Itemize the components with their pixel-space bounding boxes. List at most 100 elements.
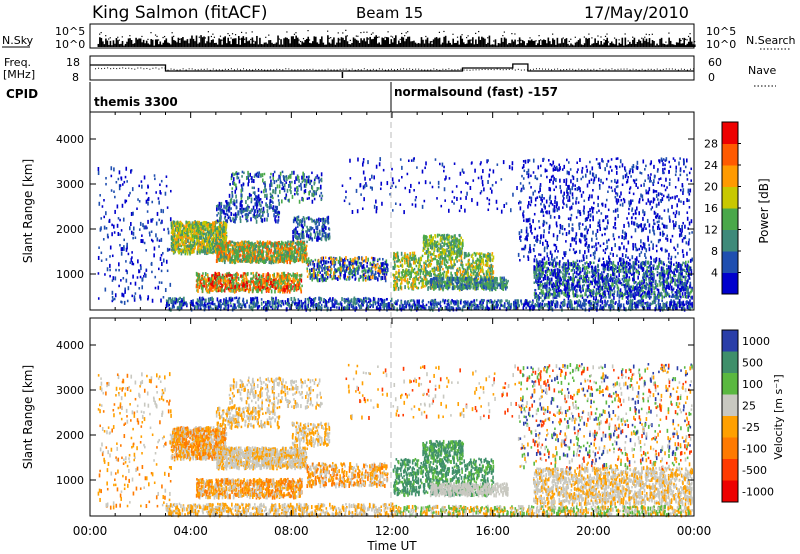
- nsky-bar: [190, 39, 192, 47]
- nsky-bar: [273, 44, 275, 47]
- power-echo: [246, 281, 248, 284]
- nave-dot: [648, 69, 649, 70]
- nave-dot: [596, 70, 597, 71]
- nsky-bar: [193, 39, 195, 47]
- nsky-bar: [531, 39, 533, 47]
- power-echo: [352, 276, 354, 279]
- nave-dot: [633, 69, 634, 70]
- power-echo: [436, 261, 438, 265]
- power-echo: [257, 257, 259, 260]
- power-echo: [338, 275, 340, 278]
- power-echo: [302, 172, 304, 176]
- nave-dot: [198, 69, 199, 70]
- power-echo: [312, 263, 314, 266]
- power-echo: [275, 220, 277, 223]
- nave-dot: [174, 69, 175, 70]
- power-echo: [235, 212, 237, 216]
- power-echo: [333, 276, 335, 279]
- nave-dot: [276, 69, 277, 70]
- nsky-series: [98, 30, 696, 47]
- nsky-bar: [173, 40, 175, 47]
- nsky-bar: [398, 41, 400, 47]
- nsky-bar: [563, 43, 565, 47]
- power-echo: [239, 248, 241, 251]
- power-echo: [303, 175, 305, 179]
- power-echo: [290, 258, 292, 261]
- power-echo: [287, 189, 289, 193]
- power-echo: [452, 257, 454, 261]
- power-echo: [261, 201, 263, 204]
- nsky-bar: [354, 39, 356, 47]
- power-echo: [255, 272, 257, 276]
- power-echo: [301, 249, 303, 252]
- nave-dot: [660, 69, 661, 70]
- power-echo: [235, 195, 237, 199]
- power-echo: [295, 235, 297, 239]
- nsky-bar: [285, 37, 287, 47]
- power-echo: [221, 228, 223, 231]
- power-echo: [200, 284, 202, 287]
- nsearch-dot: [535, 40, 536, 41]
- power-echo: [250, 272, 252, 275]
- nsky-bar: [271, 43, 273, 47]
- power-echo: [270, 286, 272, 289]
- power-echo: [277, 220, 279, 224]
- power-echo: [280, 243, 282, 246]
- power-echo: [229, 202, 231, 206]
- nsearch-dot: [221, 40, 222, 41]
- power-echo: [441, 265, 443, 268]
- nsky-bar: [486, 44, 488, 47]
- power-echo: [239, 208, 241, 211]
- power-echo: [327, 268, 329, 271]
- nsearch-dot: [150, 32, 151, 33]
- nsearch-dot: [309, 39, 310, 40]
- power-echo: [421, 278, 423, 282]
- power-echo: [317, 278, 319, 282]
- power-echo: [319, 232, 321, 236]
- power-echo: [339, 277, 341, 280]
- nsearch-dot: [286, 31, 287, 32]
- power-echo: [297, 186, 299, 190]
- power-echo: [246, 275, 248, 279]
- power-echo: [194, 225, 196, 228]
- nsearch-dot: [338, 32, 339, 33]
- power-echo: [381, 262, 383, 266]
- power-echo: [322, 228, 324, 232]
- power-echo: [259, 201, 261, 205]
- nsky-bar: [439, 38, 441, 47]
- nsky-bar: [452, 39, 454, 47]
- power-echo: [358, 267, 360, 271]
- power-echo: [202, 272, 204, 275]
- nsky-bar: [608, 45, 610, 47]
- nsky-bar: [647, 42, 649, 47]
- nsky-bar: [279, 45, 281, 47]
- power-echo: [291, 181, 293, 184]
- nsky-bar: [389, 44, 391, 47]
- power-echo: [255, 202, 257, 206]
- nsky-bar: [558, 43, 560, 47]
- power-echo: [275, 190, 277, 194]
- nsky-bar: [321, 36, 323, 47]
- nsky-bar: [397, 44, 399, 47]
- power-echo: [328, 261, 330, 264]
- power-echo: [233, 214, 235, 217]
- nave-dot: [436, 69, 437, 70]
- power-echo: [187, 245, 189, 248]
- power-echo: [408, 269, 410, 272]
- nsky-bar: [312, 41, 314, 47]
- power-echo: [315, 226, 317, 230]
- nsearch-dot: [164, 36, 165, 37]
- nsky-bar: [206, 41, 208, 47]
- power-echo: [192, 226, 194, 229]
- power-echo: [248, 179, 250, 183]
- power-echo: [226, 275, 228, 278]
- power-echo: [262, 286, 264, 289]
- nave-dot: [669, 68, 670, 69]
- power-echo: [306, 176, 308, 179]
- power-echo: [253, 191, 255, 194]
- nave-dot: [672, 68, 673, 69]
- power-echo: [249, 247, 251, 251]
- nsky-bar: [262, 44, 264, 47]
- power-echo: [214, 272, 216, 276]
- nave-dot: [279, 69, 280, 70]
